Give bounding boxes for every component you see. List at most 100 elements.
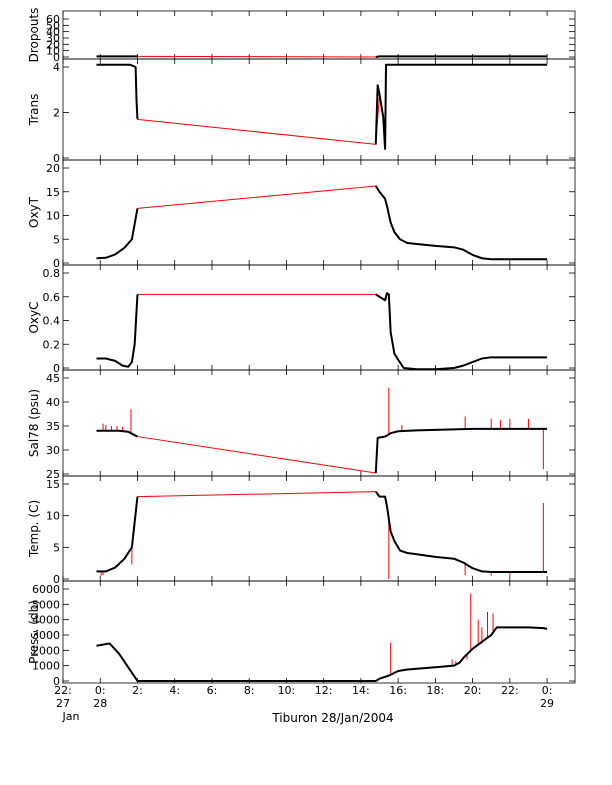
y-tick-label: 20 (46, 38, 60, 51)
y-tick-label: 15 (46, 186, 60, 199)
x-tick-label: 22: (501, 684, 519, 697)
series-line (374, 491, 548, 574)
y-tick-label: 4000 (32, 614, 60, 627)
y-axis-label: Press. (db) (27, 600, 41, 664)
y-axis-label: OxyC (27, 301, 41, 333)
x-tick-label: 6: (207, 684, 218, 697)
y-tick-label: 20 (46, 162, 60, 175)
panel-frame (62, 58, 576, 161)
x-tick-label: 10: (278, 684, 296, 697)
connector-line (137, 436, 376, 474)
panel-data (96, 292, 548, 370)
connector-line (137, 185, 386, 209)
y-tick-label: 5 (53, 233, 60, 246)
y-axis-label: Trans (27, 94, 41, 127)
y-tick-label: 10 (46, 510, 60, 523)
y-tick-label: 10 (46, 210, 60, 223)
series-line (374, 427, 548, 474)
panel-data (96, 387, 548, 474)
y-axis-label: OxyT (27, 196, 41, 228)
series-line (374, 185, 548, 261)
y-axis-label: Sal78 (psu) (27, 389, 41, 457)
y-tick-label: 0 (53, 51, 60, 64)
panel-frame (62, 580, 576, 684)
panel-frame (62, 264, 576, 371)
connector-line (137, 293, 388, 302)
y-tick-label: 30 (46, 32, 60, 45)
y-tick-label: 0 (53, 152, 60, 165)
panel-data (96, 593, 548, 682)
panel-data (96, 63, 548, 150)
panel-frame (62, 369, 576, 477)
y-tick-label: 10 (46, 45, 60, 58)
panel-frame (62, 475, 576, 582)
y-tick-label: 0 (53, 257, 60, 270)
x-tick-date: 27 (56, 697, 70, 710)
y-tick-label: 40 (46, 26, 60, 39)
connector-line (137, 94, 386, 145)
y-axis-label: Dropouts (27, 8, 41, 63)
y-tick-label: 45 (46, 372, 60, 385)
y-tick-label: 0.4 (43, 315, 61, 328)
panel-7: 0 1000 2000 3000 4000 5000 6000 Press. (db) (27, 580, 576, 688)
x-tick-label: 12: (315, 684, 333, 697)
y-tick-label: 6000 (32, 583, 60, 596)
x-tick-label: 22: (54, 684, 72, 697)
y-tick-label: 1000 (32, 660, 60, 673)
y-tick-label: 40 (46, 396, 60, 409)
y-axis-label: Temp. (C) (27, 500, 41, 558)
y-tick-label: 50 (46, 19, 60, 32)
y-tick-label: 30 (46, 444, 60, 457)
panel-6: 0 5 10 15 Temp. (C) (27, 475, 576, 586)
x-tick-date: 29 (540, 697, 554, 710)
x-tick-label: 18: (427, 684, 445, 697)
series-line (375, 55, 548, 58)
x-tick-date: 28 (93, 697, 107, 710)
series-line (96, 208, 139, 260)
y-tick-label: 3000 (32, 629, 60, 642)
x-tick-label: 14: (352, 684, 370, 697)
x-tick-month: Jan (62, 710, 80, 723)
panel-2: 0 2 4 Trans (27, 58, 576, 165)
y-tick-label: 5 (53, 541, 60, 554)
y-tick-label: 5000 (32, 598, 60, 611)
figure-caption: Tiburon 28/Jan/2004 (271, 711, 393, 725)
y-tick-label: 25 (46, 468, 60, 481)
x-tick-label: 0: (95, 684, 106, 697)
y-tick-label: 0 (53, 362, 60, 375)
y-tick-label: 60 (46, 13, 60, 26)
series-line (96, 429, 138, 438)
series-line (96, 294, 139, 368)
series-line (96, 63, 139, 120)
y-tick-label: 0.2 (43, 338, 61, 351)
series-line (374, 63, 548, 150)
panels-group: 0102030405060Dropouts024Trans05101520Oxy… (27, 8, 576, 688)
y-tick-label: 2 (53, 107, 60, 120)
panel-frame (62, 159, 576, 266)
x-tick-label: 2: (132, 684, 143, 697)
x-tick-label: 20: (464, 684, 482, 697)
series-line (96, 496, 139, 573)
x-tick-label: 4: (169, 684, 180, 697)
panel-3: 0 5 10 15 20 OxyT (27, 159, 576, 270)
series-line (96, 626, 548, 682)
connector-line (137, 55, 376, 58)
y-tick-label: 0 (53, 573, 60, 586)
panel-data (96, 491, 548, 579)
series-line (375, 292, 548, 370)
connector-line (137, 491, 376, 498)
x-tick-label: 16: (389, 684, 407, 697)
x-tick-label: 0: (542, 684, 553, 697)
panel-4: 0 0.2 0.4 0.6 0.8 OxyC (27, 264, 576, 375)
panel-5: 25 30 35 40 45 Sal78 (psu) (27, 369, 576, 481)
x-tick-label: 8: (244, 684, 255, 697)
y-tick-label: 15 (46, 478, 60, 491)
y-tick-label: 2000 (32, 644, 60, 657)
y-tick-label: 4 (53, 61, 60, 74)
panel-data (96, 55, 548, 58)
panel-data (96, 185, 548, 261)
y-tick-label: 35 (46, 420, 60, 433)
